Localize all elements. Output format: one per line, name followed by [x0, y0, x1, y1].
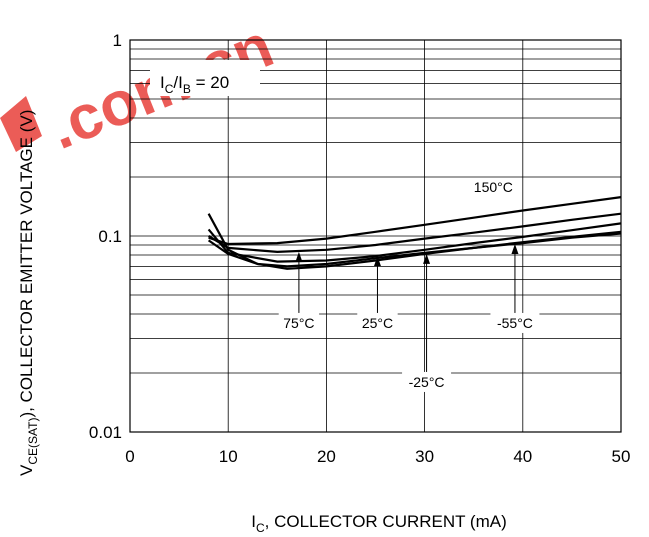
condition-background — [150, 60, 260, 96]
annotation-background — [468, 177, 518, 196]
annotations: 150°C 75°C 25°C -25°C -55°C — [278, 177, 540, 392]
series-line — [208, 212, 622, 254]
condition-ic-sub: C — [165, 82, 174, 96]
curves — [207, 196, 622, 270]
annotation-label: 75°C — [283, 315, 314, 331]
x-tick-label: 0 — [125, 447, 134, 466]
annotation-label: 25°C — [362, 315, 393, 331]
annotation-label: 150°C — [474, 179, 513, 195]
series-line — [207, 232, 622, 268]
annotation-label: -25°C — [409, 374, 445, 390]
condition-ic: I — [160, 73, 165, 92]
annotation-background — [490, 312, 540, 333]
tick-labels: 0 10 20 30 40 50 0.01 0.1 1 — [89, 31, 631, 466]
condition-ratio: = 20 — [191, 73, 229, 92]
annotation-arrowhead — [423, 253, 431, 264]
series-line — [208, 196, 622, 246]
x-tick-label: 40 — [513, 447, 532, 466]
y-tick-label: 1 — [113, 31, 122, 50]
annotation-arrowhead — [295, 251, 303, 262]
plot-frame — [129, 39, 622, 433]
x-axis-title-main: I — [251, 512, 256, 531]
x-axis-title-sub: C — [256, 521, 265, 535]
y-tick-label: 0.1 — [98, 227, 122, 246]
annotation-arrowhead — [373, 256, 381, 267]
x-tick-label: 20 — [317, 447, 336, 466]
x-tick-label: 30 — [415, 447, 434, 466]
condition-text: IC/IB = 20 — [160, 73, 229, 96]
annotation-label: -55°C — [497, 315, 533, 331]
condition-ib-sub: B — [183, 82, 191, 96]
y-axis-title: VCE(SAT)), COLLECTOR EMITTER VOLTAGE (V) — [17, 110, 40, 476]
x-axis-title: IC, COLLECTOR CURRENT (mA) — [251, 512, 507, 535]
annotation-background — [357, 312, 398, 333]
annotation-background — [278, 312, 320, 333]
grid — [130, 40, 621, 432]
condition-ib: /I — [173, 73, 182, 92]
series-line — [207, 222, 622, 263]
annotation-background — [402, 371, 452, 392]
x-tick-label: 10 — [219, 447, 238, 466]
x-tick-label: 50 — [612, 447, 631, 466]
condition-label: IC/IB = 20 — [150, 60, 260, 96]
y-axis-title-main: V — [17, 464, 36, 476]
y-tick-label: 0.01 — [89, 423, 122, 442]
y-axis-title-sub: CE(SAT) — [26, 418, 40, 465]
x-axis-title-rest: , COLLECTOR CURRENT (mA) — [265, 512, 507, 531]
watermark-logo — [0, 96, 42, 152]
annotation-arrowhead — [511, 244, 519, 255]
y-axis-title-rest: ), COLLECTOR EMITTER VOLTAGE (V) — [17, 110, 36, 418]
